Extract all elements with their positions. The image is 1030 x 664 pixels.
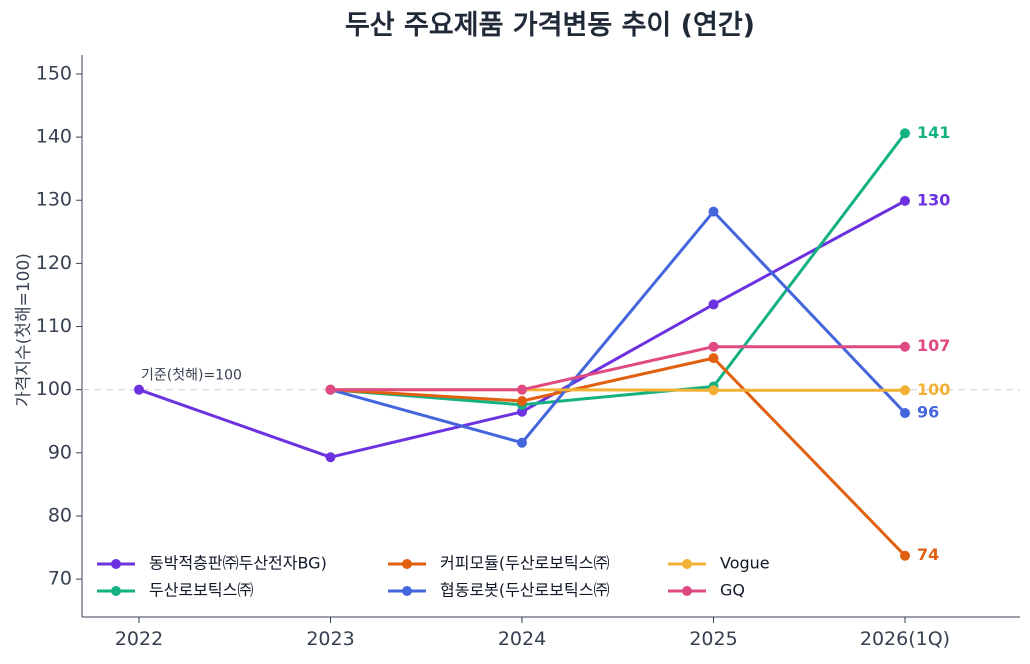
data-point xyxy=(325,384,336,395)
chart-title: 두산 주요제품 가격변동 추이 (연간) xyxy=(345,10,755,41)
data-point xyxy=(900,385,910,396)
y-tick-label: 100 xyxy=(36,378,72,400)
series-line xyxy=(138,199,906,459)
y-tick-label: 140 xyxy=(36,126,72,148)
baseline-label: 기준(첫해)=100 xyxy=(141,368,242,384)
series-group xyxy=(134,128,910,561)
data-point xyxy=(900,408,910,419)
data-point xyxy=(708,385,719,396)
legend-label: GQ xyxy=(720,581,745,600)
data-point xyxy=(708,353,719,364)
legend: 동박적층판㈜두산전자BG) 두산로보틱스㈜ 커피모듈(두산로보틱스㈜ 협동로봇(두산로… xyxy=(97,554,770,600)
x-tick-label: 2022 xyxy=(115,628,163,650)
data-point xyxy=(708,206,719,217)
y-tick-label: 110 xyxy=(36,315,72,337)
end-labels: 130 141 74 96 100 107 xyxy=(917,123,950,564)
series-2 xyxy=(325,353,910,561)
end-value-label: 141 xyxy=(917,123,950,142)
x-tick-label: 2023 xyxy=(306,628,354,650)
legend-swatch-marker xyxy=(682,559,692,569)
legend-swatch-marker xyxy=(111,586,121,596)
y-tick-label: 120 xyxy=(36,252,72,274)
legend-label: 두산로보틱스㈜ xyxy=(149,581,253,600)
data-point xyxy=(517,437,527,448)
legend-swatch-marker xyxy=(682,586,692,596)
data-point xyxy=(900,195,910,206)
data-point xyxy=(708,341,719,352)
series-5 xyxy=(325,341,910,395)
legend-label: 커피모듈(두산로보틱스㈜ xyxy=(440,554,609,573)
series-line xyxy=(330,356,907,557)
legend-swatch-marker xyxy=(402,586,412,596)
legend-item: 두산로보틱스㈜ xyxy=(97,581,253,600)
legend-item: 커피모듈(두산로보틱스㈜ xyxy=(388,554,609,573)
data-point xyxy=(900,550,910,561)
end-value-label: 74 xyxy=(917,545,939,564)
legend-swatch-marker xyxy=(111,559,121,569)
data-point xyxy=(325,452,336,463)
series-line xyxy=(330,132,907,407)
legend-item: Vogue xyxy=(668,554,770,573)
y-tick-label: 80 xyxy=(48,504,72,526)
y-axis-label: 가격지수(첫해=100) xyxy=(14,253,34,407)
legend-item: GQ xyxy=(668,581,745,600)
x-tick-label: 2024 xyxy=(498,628,546,650)
x-ticks: 2022 2023 2024 2025 2026(1Q) xyxy=(115,617,950,650)
y-tick-label: 130 xyxy=(36,189,72,211)
x-tick-label: 2025 xyxy=(689,628,737,650)
y-tick-label: 150 xyxy=(36,62,72,84)
series-0 xyxy=(134,195,910,463)
legend-swatch-marker xyxy=(402,559,412,569)
data-point xyxy=(134,384,144,395)
end-value-label: 96 xyxy=(917,403,939,422)
legend-item: 협동로봇(두산로보틱스㈜ xyxy=(388,581,609,600)
data-point xyxy=(708,299,719,310)
data-point xyxy=(900,341,910,352)
legend-label: Vogue xyxy=(720,554,770,573)
data-point xyxy=(517,384,527,395)
data-point xyxy=(517,396,527,407)
series-line xyxy=(330,345,905,392)
legend-label: 동박적층판㈜두산전자BG) xyxy=(149,554,327,573)
end-value-label: 107 xyxy=(917,336,950,355)
end-value-label: 100 xyxy=(917,380,950,399)
y-ticks: 70 80 90 100 110 120 130 140 150 xyxy=(36,62,82,590)
series-line xyxy=(330,210,907,445)
y-tick-label: 90 xyxy=(48,441,72,463)
end-value-label: 130 xyxy=(917,190,950,209)
data-point xyxy=(517,406,527,417)
y-tick-label: 70 xyxy=(48,568,72,590)
x-tick-label: 2026(1Q) xyxy=(860,628,950,650)
data-point xyxy=(900,128,910,139)
legend-label: 협동로봇(두산로보틱스㈜ xyxy=(440,581,609,600)
legend-item: 동박적층판㈜두산전자BG) xyxy=(97,554,327,573)
